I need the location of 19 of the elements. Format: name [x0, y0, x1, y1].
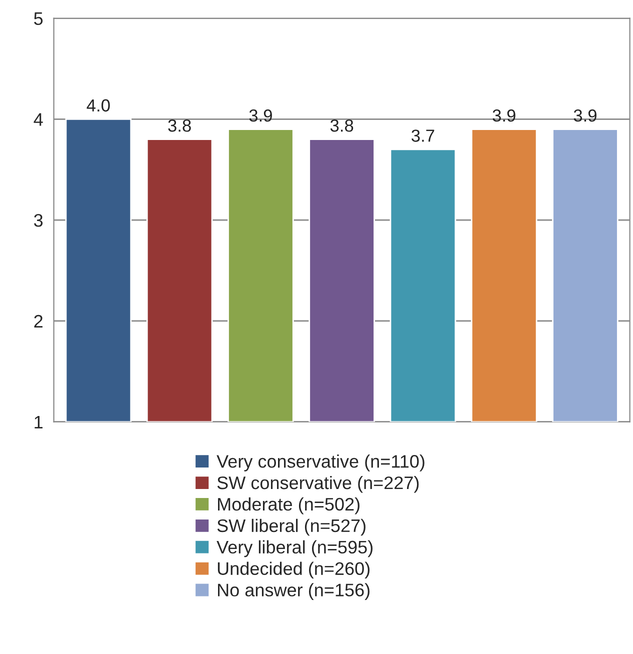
legend-label: Undecided (n=260) — [218, 562, 370, 579]
y-tick-label: 3 — [34, 214, 43, 227]
y-tick-label: 1 — [34, 416, 43, 428]
legend-label: SW liberal (n=527) — [217, 518, 366, 536]
legend-label: No answer (n=156) — [218, 583, 370, 600]
text: 3.9 — [574, 109, 596, 122]
legend-label: Moderate (n=502) — [218, 497, 360, 514]
text: 3.7 — [412, 130, 434, 142]
text: 3.9 — [249, 109, 272, 122]
legend-label: Very conservative (n=110) — [216, 454, 424, 472]
legend-label: SW conservative (n=227) — [217, 476, 419, 493]
legend-label: Very liberal (n=595) — [216, 540, 372, 558]
y-tick-label: 4 — [34, 113, 43, 126]
text: 3.8 — [168, 119, 191, 132]
text: 3.8 — [330, 119, 354, 132]
y-tick-label: 2 — [34, 314, 42, 328]
text: 4.0 — [86, 99, 110, 112]
y-tick-label: 5 — [34, 12, 43, 26]
text: 3.9 — [492, 109, 516, 122]
